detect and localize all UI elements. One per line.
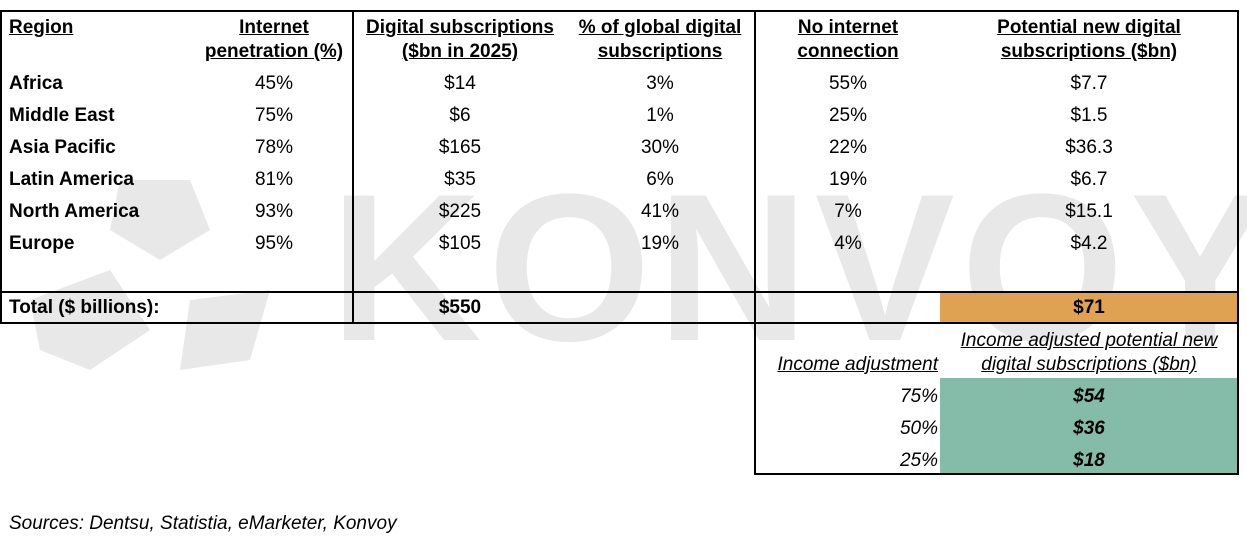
sources-note: Sources: Dentsu, Statistia, eMarketer, K… <box>9 513 397 534</box>
penetration-cell: 95% <box>254 233 294 254</box>
header-digital-subscriptions: Digital subscriptions ($bn in 2025) <box>366 17 554 62</box>
digital-subs-cell: $35 <box>444 169 476 190</box>
penetration-cell: 45% <box>254 73 294 94</box>
watermark-logo-icon <box>30 180 270 370</box>
no-internet-cell: 22% <box>828 137 868 158</box>
no-internet-cell: 4% <box>834 233 862 254</box>
total-digital-subs: $550 <box>438 297 482 318</box>
potential-cell: $1.5 <box>1070 105 1108 126</box>
no-internet-cell: 55% <box>828 73 868 94</box>
income-value-cell: $54 <box>1073 386 1105 407</box>
region-cell: Middle East <box>9 105 115 126</box>
header-region: Region <box>9 17 74 38</box>
income-adjustment-cell: 50% <box>899 418 938 439</box>
watermark-text: KONVOY <box>330 150 1247 385</box>
header-income-adjusted-potential: Income adjusted potential new digital su… <box>960 330 1218 375</box>
pct-global-cell: 1% <box>646 105 674 126</box>
pct-global-cell: 30% <box>640 137 680 158</box>
digital-subs-cell: $6 <box>449 105 471 126</box>
digital-subs-cell: $165 <box>438 137 482 158</box>
pct-global-cell: 19% <box>640 233 680 254</box>
header-no-internet: No internet connection <box>797 17 899 62</box>
digital-subs-cell: $14 <box>444 73 476 94</box>
no-internet-cell: 25% <box>828 105 868 126</box>
pct-global-cell: 3% <box>646 73 674 94</box>
income-values-highlight <box>940 378 1238 474</box>
potential-cell: $15.1 <box>1065 201 1113 222</box>
region-cell: North America <box>9 201 140 222</box>
penetration-cell: 93% <box>254 201 294 222</box>
total-potential: $71 <box>1073 297 1105 318</box>
pct-global-cell: 41% <box>640 201 680 222</box>
penetration-cell: 81% <box>254 169 294 190</box>
penetration-cell: 75% <box>254 105 294 126</box>
potential-cell: $4.2 <box>1070 233 1108 254</box>
region-cell: Europe <box>9 233 75 254</box>
region-cell: Asia Pacific <box>9 137 116 158</box>
header-income-adjustment: Income adjustment <box>777 354 938 375</box>
header-pct-global: % of global digital subscriptions <box>578 17 742 62</box>
pct-global-cell: 6% <box>646 169 674 190</box>
header-penetration: Internet penetration (%) <box>204 17 344 62</box>
income-adjustment-cell: 25% <box>899 450 938 471</box>
income-value-cell: $36 <box>1073 418 1105 439</box>
no-internet-cell: 7% <box>834 201 862 222</box>
no-internet-cell: 19% <box>828 169 868 190</box>
total-label: Total ($ billions): <box>9 297 160 318</box>
header-potential: Potential new digital subscriptions ($bn… <box>997 17 1181 62</box>
region-cell: Latin America <box>9 169 134 190</box>
potential-cell: $6.7 <box>1070 169 1108 190</box>
potential-cell: $7.7 <box>1070 73 1108 94</box>
income-adjustment-cell: 75% <box>899 386 938 407</box>
potential-cell: $36.3 <box>1065 137 1113 158</box>
digital-subs-cell: $225 <box>438 201 482 222</box>
total-potential-highlight <box>940 292 1238 323</box>
penetration-cell: 78% <box>254 137 294 158</box>
digital-subs-cell: $105 <box>438 233 482 254</box>
income-value-cell: $18 <box>1073 450 1105 471</box>
region-cell: Africa <box>9 73 63 94</box>
